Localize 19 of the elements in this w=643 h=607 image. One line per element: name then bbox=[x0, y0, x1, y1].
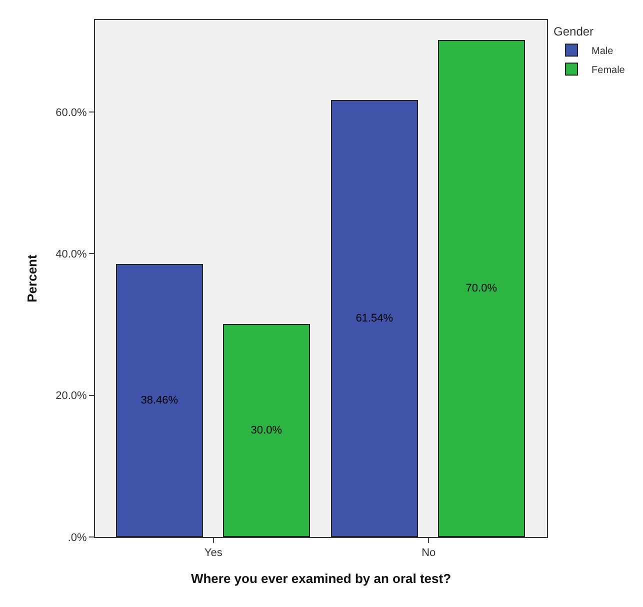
y-tick-label: 40.0% bbox=[56, 248, 88, 261]
legend-label: Female bbox=[592, 65, 626, 76]
y-tick-label: .0% bbox=[68, 532, 88, 544]
data-label: 70.0% bbox=[466, 282, 498, 294]
x-axis-title: Where you ever examined by an oral test? bbox=[190, 570, 452, 586]
y-tick-label: 20.0% bbox=[56, 390, 88, 402]
bar bbox=[116, 264, 203, 537]
bar bbox=[331, 100, 418, 537]
y-tick-label: 60.0% bbox=[56, 106, 88, 119]
data-label: 38.46% bbox=[140, 394, 178, 406]
data-label: 30.0% bbox=[250, 424, 282, 436]
data-label: 61.54% bbox=[356, 312, 394, 324]
bar bbox=[438, 40, 525, 537]
y-axis-title: Percent bbox=[24, 254, 40, 302]
x-tick-label: Yes bbox=[204, 547, 223, 560]
legend-label: Male bbox=[592, 46, 614, 57]
legend-title: Gender bbox=[554, 24, 594, 39]
x-tick-label: No bbox=[422, 547, 436, 560]
bar bbox=[223, 324, 310, 537]
